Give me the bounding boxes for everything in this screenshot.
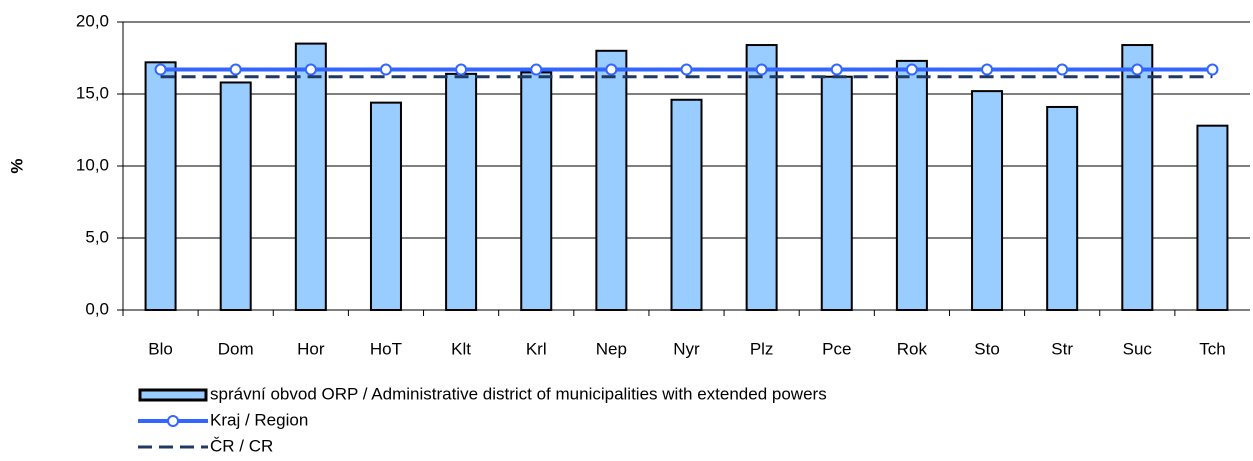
y-tick-label: 20,0: [76, 11, 109, 30]
bar: [745, 44, 778, 311]
bar: [820, 75, 853, 311]
line-marker: [304, 63, 317, 76]
line-marker: [1056, 63, 1069, 76]
bar: [895, 59, 928, 311]
line-marker: [1206, 63, 1219, 76]
bar: [1196, 124, 1229, 312]
x-tick-label: Plz: [750, 339, 774, 358]
line-marker: [680, 63, 693, 76]
x-tick-label: Nyr: [673, 339, 700, 358]
line-marker: [830, 63, 843, 76]
y-tick-label: 0,0: [85, 299, 109, 318]
bar: [219, 81, 252, 312]
x-tick-label: Hor: [297, 339, 325, 358]
line-marker: [1131, 63, 1144, 76]
bar: [1046, 105, 1079, 311]
x-tick-label: Blo: [148, 339, 173, 358]
y-tick-label: 10,0: [76, 155, 109, 174]
y-axis-label: %: [7, 158, 26, 173]
legend-swatch: [167, 415, 179, 427]
x-tick-label: Nep: [596, 339, 627, 358]
line-marker: [981, 63, 994, 76]
legend-label: Kraj / Region: [210, 410, 308, 429]
line-marker: [755, 63, 768, 76]
bar: [294, 42, 327, 311]
bar: [369, 101, 402, 311]
line-marker: [229, 63, 242, 76]
y-tick-label: 15,0: [76, 83, 109, 102]
line-marker: [455, 63, 468, 76]
bar: [144, 61, 177, 311]
bar: [971, 90, 1004, 312]
bar: [670, 98, 703, 312]
x-tick-label: Krl: [526, 339, 547, 358]
x-tick-label: Dom: [218, 339, 254, 358]
y-tick-label: 5,0: [85, 227, 109, 246]
bar: [445, 72, 478, 311]
x-tick-label: Str: [1051, 339, 1073, 358]
legend-label: ČR / CR: [210, 436, 273, 455]
x-tick-label: Tch: [1199, 339, 1225, 358]
legend-label: správní obvod ORP / Administrative distr…: [210, 384, 827, 403]
x-tick-label: Pce: [822, 339, 851, 358]
bar: [595, 49, 628, 312]
line-marker: [605, 63, 618, 76]
line-marker: [530, 63, 543, 76]
line-marker: [905, 63, 918, 76]
bar: [1121, 44, 1154, 311]
x-tick-label: Suc: [1123, 339, 1153, 358]
bar: [520, 71, 553, 312]
line-marker: [379, 63, 392, 76]
x-tick-label: Rok: [897, 339, 928, 358]
line-marker: [154, 63, 167, 76]
x-tick-label: Klt: [451, 339, 471, 358]
x-tick-label: HoT: [370, 339, 402, 358]
x-tick-label: Sto: [974, 339, 1000, 358]
legend-swatch: [138, 388, 208, 402]
